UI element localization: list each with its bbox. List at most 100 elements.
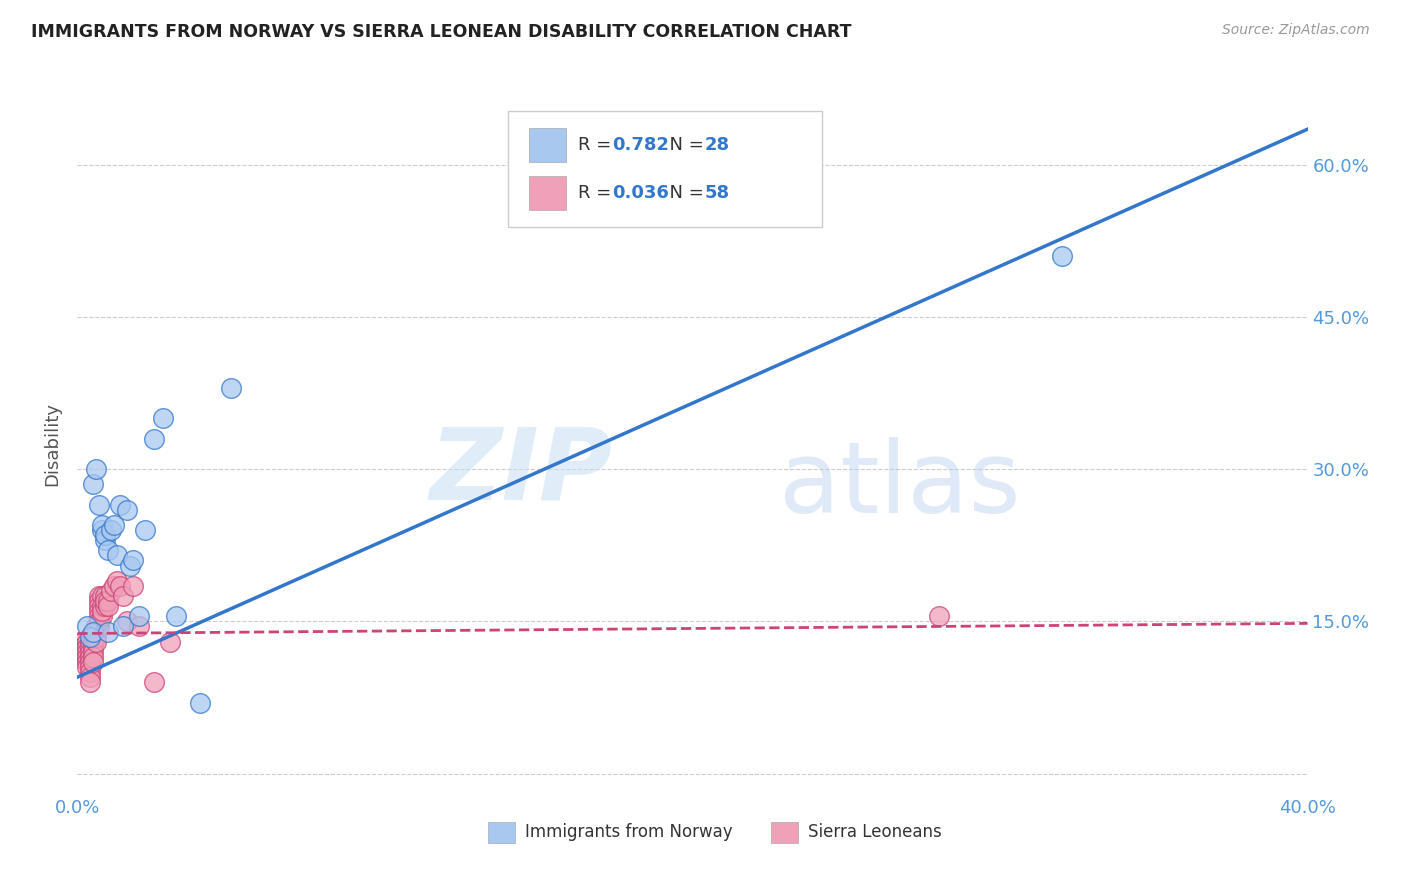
Point <box>82 624 104 639</box>
Point <box>100 583 122 598</box>
Point <box>121 579 143 593</box>
Point <box>72 640 94 654</box>
Point <box>94 533 117 548</box>
Point <box>134 523 156 537</box>
Point <box>84 634 107 648</box>
Point <box>105 574 128 588</box>
Point <box>79 640 101 654</box>
Point <box>79 655 101 669</box>
Point <box>928 609 950 624</box>
Point <box>1050 249 1073 263</box>
Point <box>69 649 91 664</box>
Point <box>72 634 94 648</box>
Point <box>97 599 120 614</box>
Point <box>76 634 98 648</box>
Point <box>87 619 110 633</box>
Point <box>76 619 98 633</box>
Text: ZIP: ZIP <box>429 424 613 520</box>
Point <box>112 589 135 603</box>
Point <box>97 543 120 558</box>
Point <box>84 624 107 639</box>
Point <box>94 589 117 603</box>
Point <box>103 579 125 593</box>
Point <box>94 528 117 542</box>
Point <box>79 630 101 644</box>
Point <box>143 432 166 446</box>
Point <box>90 604 114 618</box>
Point <box>110 498 132 512</box>
Text: 58: 58 <box>704 184 730 202</box>
Point <box>87 604 110 618</box>
Point <box>115 615 138 629</box>
Text: 0.036: 0.036 <box>613 184 669 202</box>
FancyBboxPatch shape <box>772 822 799 843</box>
Text: Immigrants from Norway: Immigrants from Norway <box>526 823 733 841</box>
Point <box>76 640 98 654</box>
Point <box>82 640 104 654</box>
Point <box>79 665 101 679</box>
Point <box>87 589 110 603</box>
Text: R =: R = <box>578 136 617 154</box>
Point <box>100 523 122 537</box>
Point <box>152 411 174 425</box>
Point <box>84 630 107 644</box>
Point <box>90 523 114 537</box>
Point <box>143 675 166 690</box>
Point <box>90 589 114 603</box>
Point <box>79 660 101 674</box>
Point <box>76 645 98 659</box>
Point <box>219 381 242 395</box>
Y-axis label: Disability: Disability <box>44 401 62 486</box>
FancyBboxPatch shape <box>508 112 821 227</box>
Text: IMMIGRANTS FROM NORWAY VS SIERRA LEONEAN DISABILITY CORRELATION CHART: IMMIGRANTS FROM NORWAY VS SIERRA LEONEAN… <box>31 23 852 41</box>
Point <box>118 558 141 573</box>
Point <box>97 594 120 608</box>
Point <box>115 502 138 516</box>
Point <box>110 579 132 593</box>
Point <box>79 645 101 659</box>
Point <box>79 649 101 664</box>
Point <box>76 660 98 674</box>
Text: N =: N = <box>658 184 710 202</box>
Point <box>87 615 110 629</box>
Point <box>103 518 125 533</box>
FancyBboxPatch shape <box>488 822 516 843</box>
Point <box>82 645 104 659</box>
Text: Sierra Leoneans: Sierra Leoneans <box>808 823 942 841</box>
Point <box>87 615 110 629</box>
FancyBboxPatch shape <box>529 128 565 161</box>
Point <box>84 619 107 633</box>
Point <box>87 498 110 512</box>
Point <box>82 634 104 648</box>
Point <box>72 645 94 659</box>
Point <box>82 649 104 664</box>
Point <box>76 655 98 669</box>
Text: atlas: atlas <box>779 437 1021 534</box>
Point <box>87 609 110 624</box>
Text: Source: ZipAtlas.com: Source: ZipAtlas.com <box>1222 23 1369 37</box>
Point <box>82 477 104 491</box>
Point <box>128 609 150 624</box>
Point <box>94 594 117 608</box>
Point <box>97 624 120 639</box>
Point <box>159 634 181 648</box>
Text: R =: R = <box>578 184 617 202</box>
Point <box>84 462 107 476</box>
Point <box>79 675 101 690</box>
Point <box>69 645 91 659</box>
Point <box>90 599 114 614</box>
Text: N =: N = <box>658 136 710 154</box>
Point <box>82 655 104 669</box>
FancyBboxPatch shape <box>529 176 565 210</box>
Point <box>128 619 150 633</box>
Point <box>87 599 110 614</box>
Point <box>94 599 117 614</box>
Text: 28: 28 <box>704 136 730 154</box>
Point <box>87 594 110 608</box>
Point <box>79 634 101 648</box>
Point <box>82 630 104 644</box>
Point <box>90 609 114 624</box>
Point <box>121 553 143 567</box>
Point <box>165 609 187 624</box>
Point <box>105 549 128 563</box>
